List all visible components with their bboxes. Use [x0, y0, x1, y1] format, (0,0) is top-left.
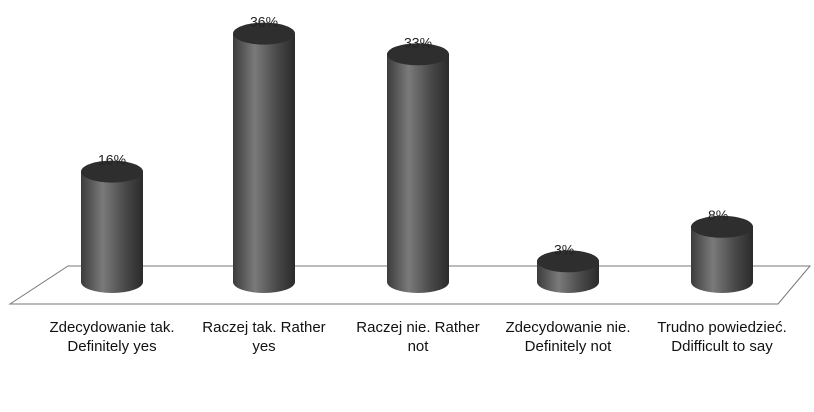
- value-label: 8%: [708, 207, 728, 223]
- bar-top: [233, 22, 295, 45]
- bar-body: [691, 226, 753, 293]
- bar-body: [81, 171, 143, 293]
- value-label: 33%: [404, 34, 432, 50]
- bar-top: [387, 43, 449, 66]
- value-label: 36%: [250, 14, 278, 30]
- bar-body: [233, 33, 295, 293]
- bar-2: 33%: [387, 34, 449, 293]
- bar-1: 36%: [233, 14, 295, 293]
- category-label: Trudno powiedzieć. Ddifficult to say: [657, 319, 787, 355]
- category-label: Zdecydowanie nie. Definitely not: [505, 319, 631, 355]
- bar-top: [81, 160, 143, 183]
- category-label: Zdecydowanie tak. Definitely yes: [49, 319, 175, 355]
- bar-4: 8%: [691, 207, 753, 293]
- bar-0: 16%: [81, 152, 143, 293]
- bar-top: [537, 250, 599, 273]
- category-label: Raczej tak. Rather yes: [202, 319, 326, 355]
- value-label: 16%: [98, 152, 126, 168]
- value-label: 3%: [554, 241, 574, 257]
- bar-top: [691, 215, 753, 238]
- bar-body: [387, 54, 449, 293]
- bars-group: 16% 36% 33% 3% 8%: [81, 14, 753, 293]
- category-label: Raczej nie. Rather not: [356, 319, 480, 355]
- bar-3: 3%: [537, 241, 599, 293]
